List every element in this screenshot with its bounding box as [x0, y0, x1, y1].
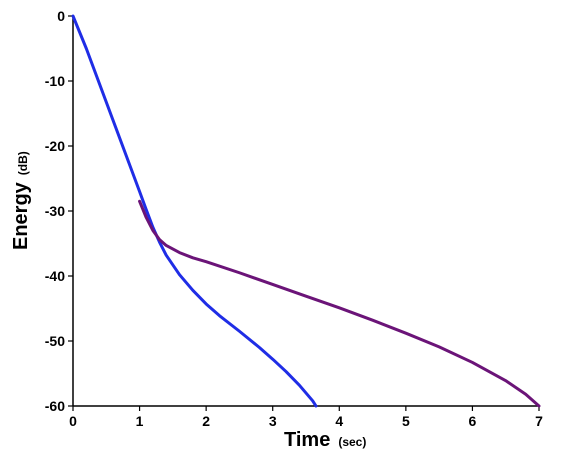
series-line-2	[138, 199, 541, 408]
x-tick-label: 0	[69, 413, 77, 429]
y-tick-label: -10	[45, 73, 65, 89]
svg-text:Time (sec): Time (sec)	[284, 429, 366, 451]
x-tick-label: 4	[335, 413, 343, 429]
x-axis-title: Time (sec)	[284, 429, 366, 451]
x-tick-label: 3	[269, 413, 277, 429]
x-axis-title-main: Time	[284, 429, 330, 451]
y-tick-label: -20	[45, 138, 65, 154]
series-layer	[71, 14, 541, 408]
y-tick-label: -30	[45, 203, 65, 219]
y-ticks: 0 -10 -20 -30 -40 -50 -60	[45, 8, 73, 414]
x-tick-label: 5	[402, 413, 410, 429]
y-tick-label: 0	[57, 8, 65, 24]
x-tick-label: 2	[202, 413, 210, 429]
y-tick-label: -40	[45, 268, 65, 284]
svg-text:Energy (dB): Energy (dB)	[10, 151, 32, 250]
y-axis-title-unit: (dB)	[16, 151, 30, 175]
y-tick-label: -60	[45, 398, 65, 414]
x-axis-title-unit: (sec)	[338, 435, 366, 449]
x-tick-label: 1	[136, 413, 144, 429]
plot-area: 0 -10 -20 -30 -40 -50 -60 0 1 2 3 4 5 6 7	[45, 8, 543, 429]
x-ticks: 0 1 2 3 4 5 6 7	[69, 406, 543, 429]
x-tick-label: 6	[469, 413, 477, 429]
y-axis-title-main: Energy	[10, 181, 32, 250]
y-axis-title: Energy (dB)	[10, 151, 32, 250]
series-line-1	[71, 14, 318, 408]
x-tick-label: 7	[535, 413, 543, 429]
y-tick-label: -50	[45, 333, 65, 349]
